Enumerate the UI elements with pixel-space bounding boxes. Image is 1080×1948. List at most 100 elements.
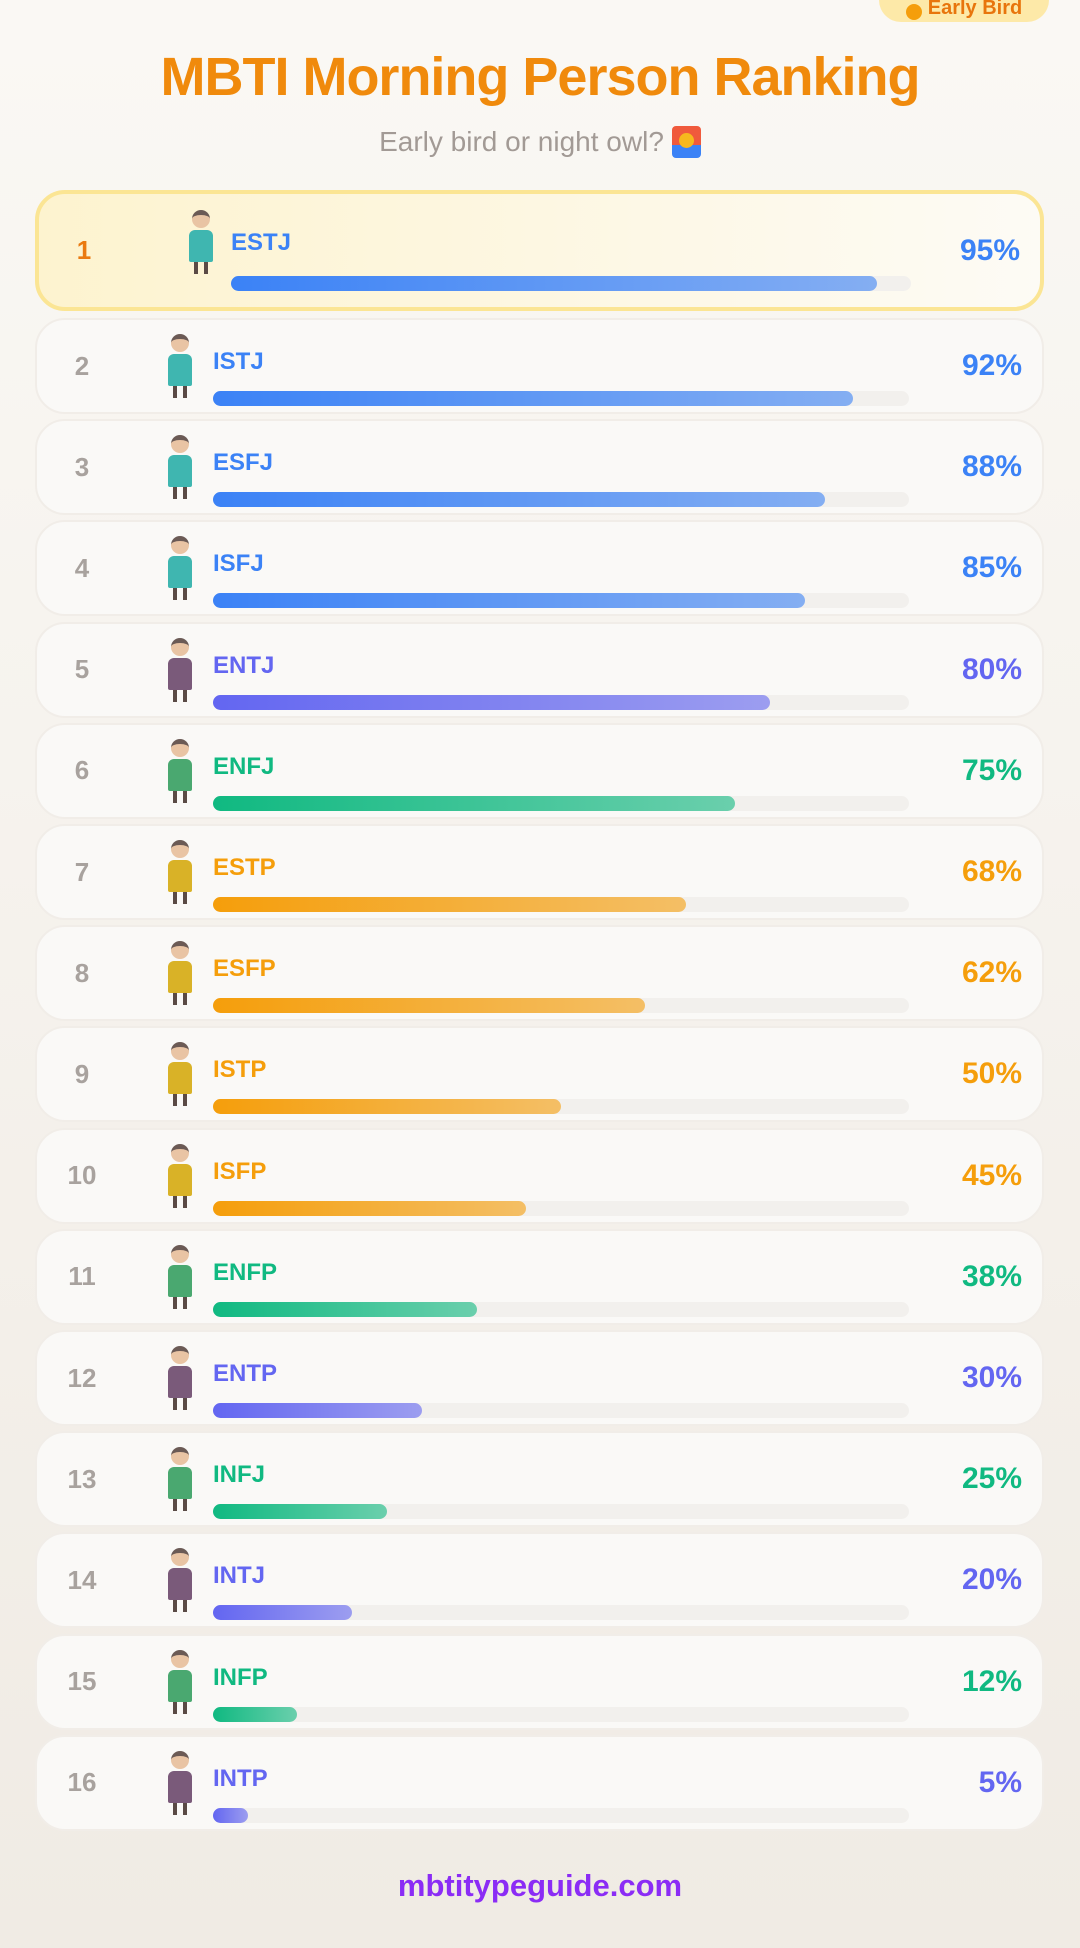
progress-track xyxy=(213,1706,909,1722)
progress-fill xyxy=(213,694,770,710)
progress-fill xyxy=(213,1301,478,1317)
progress-track xyxy=(231,276,911,291)
ranking-row: 13 INFJ 25% xyxy=(35,1431,1044,1528)
rank-number: 16 xyxy=(67,1767,97,1798)
percent-value: 88% xyxy=(961,450,1022,484)
ranking-row: 1 ESTJ 95% xyxy=(35,190,1044,311)
character-avatar-icon xyxy=(162,1346,198,1412)
character-avatar-icon xyxy=(162,1143,198,1210)
ranking-row: 12 ENTP 30% xyxy=(35,1330,1044,1426)
type-label: ESTP xyxy=(213,854,276,881)
ranking-row: 9 ISTP 50% xyxy=(35,1026,1044,1123)
progress-track xyxy=(213,1099,909,1115)
progress-track xyxy=(213,897,909,912)
progress-fill xyxy=(213,1605,353,1621)
early-bird-badge: Early Bird xyxy=(879,0,1049,22)
percent-value: 12% xyxy=(961,1664,1022,1698)
type-label: ENFJ xyxy=(213,752,275,780)
percent-value: 68% xyxy=(961,855,1022,888)
type-label: ISTJ xyxy=(213,348,264,375)
page-title: MBTI Morning Person Ranking xyxy=(160,47,920,107)
progress-track xyxy=(213,694,909,710)
rank-number: 5 xyxy=(74,654,90,685)
character-avatar-icon xyxy=(162,1447,198,1513)
progress-track xyxy=(213,391,909,406)
progress-fill xyxy=(213,593,805,609)
sunrise-icon xyxy=(671,126,701,158)
percent-value: 50% xyxy=(961,1057,1022,1091)
character-avatar-icon xyxy=(162,1244,198,1311)
ranking-row: 3 ESFJ 88% xyxy=(35,419,1044,516)
ranking-row: 15 INFP 12% xyxy=(35,1633,1044,1730)
rank-number: 7 xyxy=(74,856,90,887)
ranking-row: 4 ISFJ 85% xyxy=(35,520,1044,617)
percent-value: 95% xyxy=(959,233,1020,267)
rank-number: 11 xyxy=(68,1261,96,1292)
character-avatar-icon xyxy=(162,738,198,805)
percent-value: 62% xyxy=(961,956,1022,990)
progress-fill xyxy=(213,998,645,1014)
rank-number: 15 xyxy=(67,1666,97,1697)
rank-number: 12 xyxy=(67,1362,97,1393)
percent-value: 20% xyxy=(961,1563,1022,1597)
progress-fill xyxy=(231,276,877,291)
progress-fill xyxy=(213,1200,527,1216)
progress-fill xyxy=(213,897,687,912)
rank-number: 14 xyxy=(67,1564,97,1595)
progress-track xyxy=(213,795,909,811)
ranking-row: 6 ENFJ 75% xyxy=(35,722,1044,819)
type-label: ENTJ xyxy=(213,651,275,679)
sun-icon xyxy=(905,4,922,20)
ranking-row: 16 INTP 5% xyxy=(35,1734,1044,1831)
progress-track xyxy=(213,1504,909,1520)
type-label: INTP xyxy=(213,1764,268,1792)
percent-value: 30% xyxy=(961,1361,1022,1394)
ranking-row: 8 ESFP 62% xyxy=(35,925,1044,1022)
type-label: ISFP xyxy=(213,1157,267,1185)
subtitle: Early bird or night owl? xyxy=(0,126,1080,158)
footer-site-link[interactable]: mbtitypeguide.com xyxy=(397,1868,683,1903)
character-avatar-icon xyxy=(162,1042,198,1108)
percent-value: 85% xyxy=(961,551,1022,585)
type-label: ENTP xyxy=(213,1360,278,1387)
rank-number: 2 xyxy=(74,350,90,381)
progress-fill xyxy=(213,1099,561,1115)
progress-track xyxy=(213,998,909,1014)
progress-track xyxy=(213,1403,909,1418)
percent-value: 38% xyxy=(961,1259,1022,1293)
progress-fill xyxy=(213,795,735,811)
type-label: ENFP xyxy=(213,1258,278,1286)
type-label: ESFP xyxy=(213,955,276,983)
rank-number: 1 xyxy=(76,235,92,265)
character-avatar-icon xyxy=(162,536,198,602)
type-label: ESTJ xyxy=(231,229,292,256)
character-avatar-icon xyxy=(162,1750,198,1817)
rank-number: 8 xyxy=(74,957,90,988)
progress-fill xyxy=(213,1807,248,1823)
type-label: ESFJ xyxy=(213,449,274,477)
rank-number: 9 xyxy=(74,1058,90,1089)
percent-value: 80% xyxy=(961,652,1022,686)
ranking-row: 5 ENTJ 80% xyxy=(35,621,1044,718)
percent-value: 75% xyxy=(961,753,1022,787)
character-avatar-icon xyxy=(162,637,198,704)
rank-number: 10 xyxy=(67,1160,97,1191)
ranking-row: 2 ISTJ 92% xyxy=(35,318,1044,414)
progress-fill xyxy=(213,492,826,508)
progress-track xyxy=(213,1200,909,1216)
rank-number: 13 xyxy=(67,1463,97,1494)
character-avatar-icon xyxy=(162,334,198,400)
character-avatar-icon xyxy=(162,1548,198,1614)
character-avatar-icon xyxy=(162,941,198,1007)
character-avatar-icon xyxy=(179,210,223,292)
character-avatar-icon xyxy=(162,840,198,906)
progress-fill xyxy=(213,1504,387,1520)
subtitle-text: Early bird or night owl? xyxy=(379,126,664,157)
percent-value: 5% xyxy=(978,1765,1022,1799)
progress-track xyxy=(213,1605,909,1621)
ranking-row: 10 ISFP 45% xyxy=(35,1127,1044,1224)
percent-value: 25% xyxy=(961,1462,1022,1496)
progress-track xyxy=(213,492,909,508)
rank-number: 3 xyxy=(74,451,90,482)
type-label: INFJ xyxy=(213,1461,266,1489)
